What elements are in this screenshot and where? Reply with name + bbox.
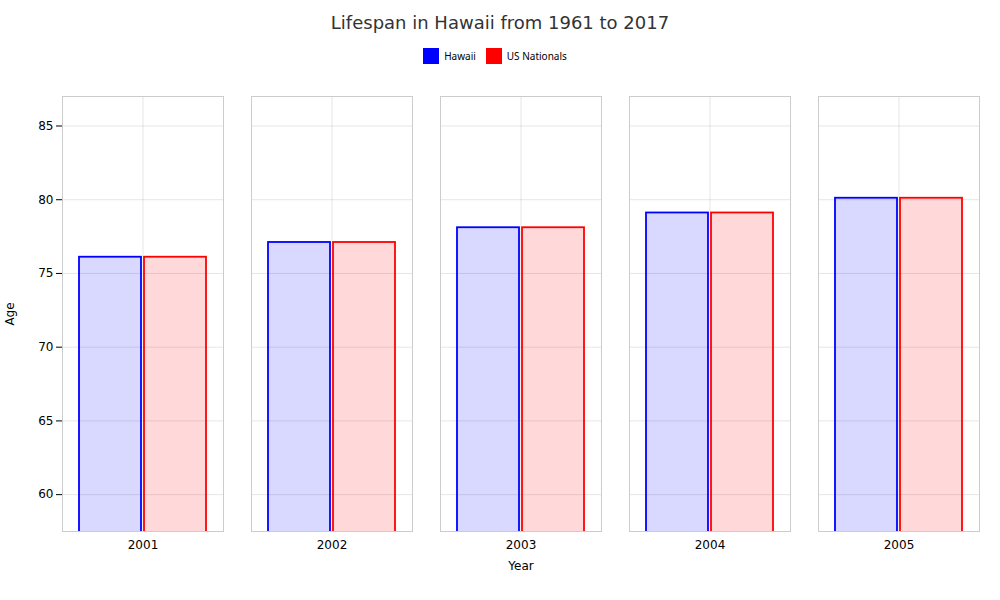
svg-text:65: 65 xyxy=(38,414,53,428)
svg-text:2005: 2005 xyxy=(884,538,915,552)
html-text:Hawaii: Hawaii xyxy=(444,48,476,63)
svg-text:75: 75 xyxy=(38,266,53,280)
svg-text:70: 70 xyxy=(38,340,53,354)
svg-text:Year: Year xyxy=(507,559,533,573)
svg-text:2001: 2001 xyxy=(128,538,159,552)
svg-text:85: 85 xyxy=(38,119,53,133)
svg-text:2004: 2004 xyxy=(695,538,726,552)
svg-text:80: 80 xyxy=(38,193,53,207)
svg-text:2003: 2003 xyxy=(506,538,537,552)
svg-text:60: 60 xyxy=(38,487,53,501)
html-text:Lifespan in Hawaii from 1961 t: Lifespan in Hawaii from 1961 to 2017 xyxy=(330,12,670,33)
svg-text:2002: 2002 xyxy=(317,538,348,552)
svg-text:Age: Age xyxy=(3,302,17,325)
html-text:US Nationals: US Nationals xyxy=(506,48,567,63)
